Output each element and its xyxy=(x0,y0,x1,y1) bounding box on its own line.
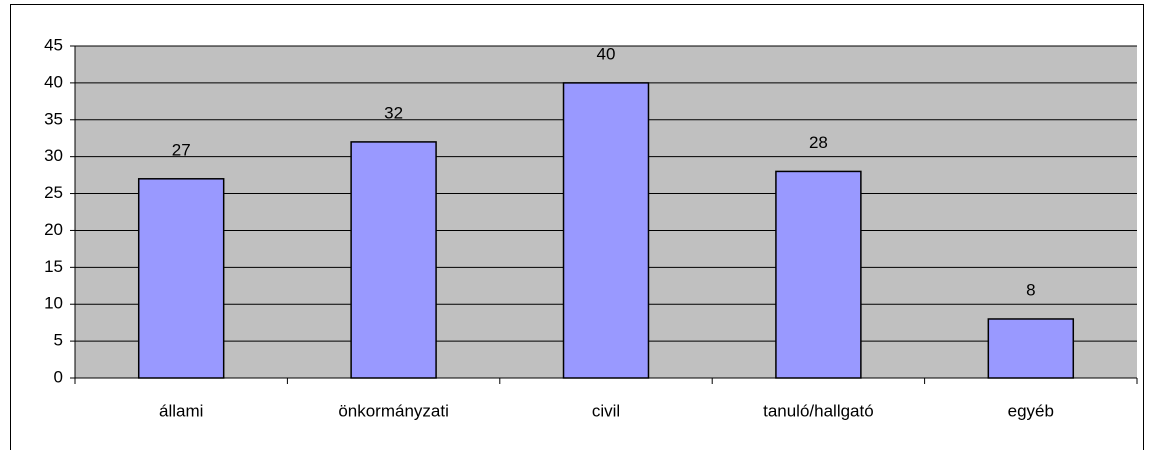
data-label: 28 xyxy=(809,133,828,152)
data-label: 40 xyxy=(597,44,616,63)
x-tick-label: önkormányzati xyxy=(338,401,449,420)
x-tick-label: tanuló/hallgató xyxy=(763,401,874,420)
y-tick-label: 30 xyxy=(44,146,63,165)
y-tick-label: 10 xyxy=(44,294,63,313)
y-tick-label: 25 xyxy=(44,183,63,202)
data-label: 32 xyxy=(384,103,403,122)
y-tick-label: 35 xyxy=(44,109,63,128)
bar xyxy=(137,178,225,379)
y-tick-label: 0 xyxy=(54,367,63,386)
bar xyxy=(562,82,650,379)
bar xyxy=(775,170,862,379)
y-tick-label: 40 xyxy=(44,72,63,91)
x-tick-label: egyéb xyxy=(1008,401,1054,420)
y-tick-label: 20 xyxy=(44,220,63,239)
bar xyxy=(350,141,437,379)
x-tick-label: civil xyxy=(592,401,620,420)
data-label: 8 xyxy=(1026,280,1035,299)
y-tick-label: 45 xyxy=(44,35,63,54)
y-tick-label: 15 xyxy=(44,257,63,276)
x-tick-label: állami xyxy=(159,401,203,420)
y-tick-label: 5 xyxy=(54,331,63,350)
bar xyxy=(987,318,1075,379)
data-label: 27 xyxy=(172,140,191,159)
